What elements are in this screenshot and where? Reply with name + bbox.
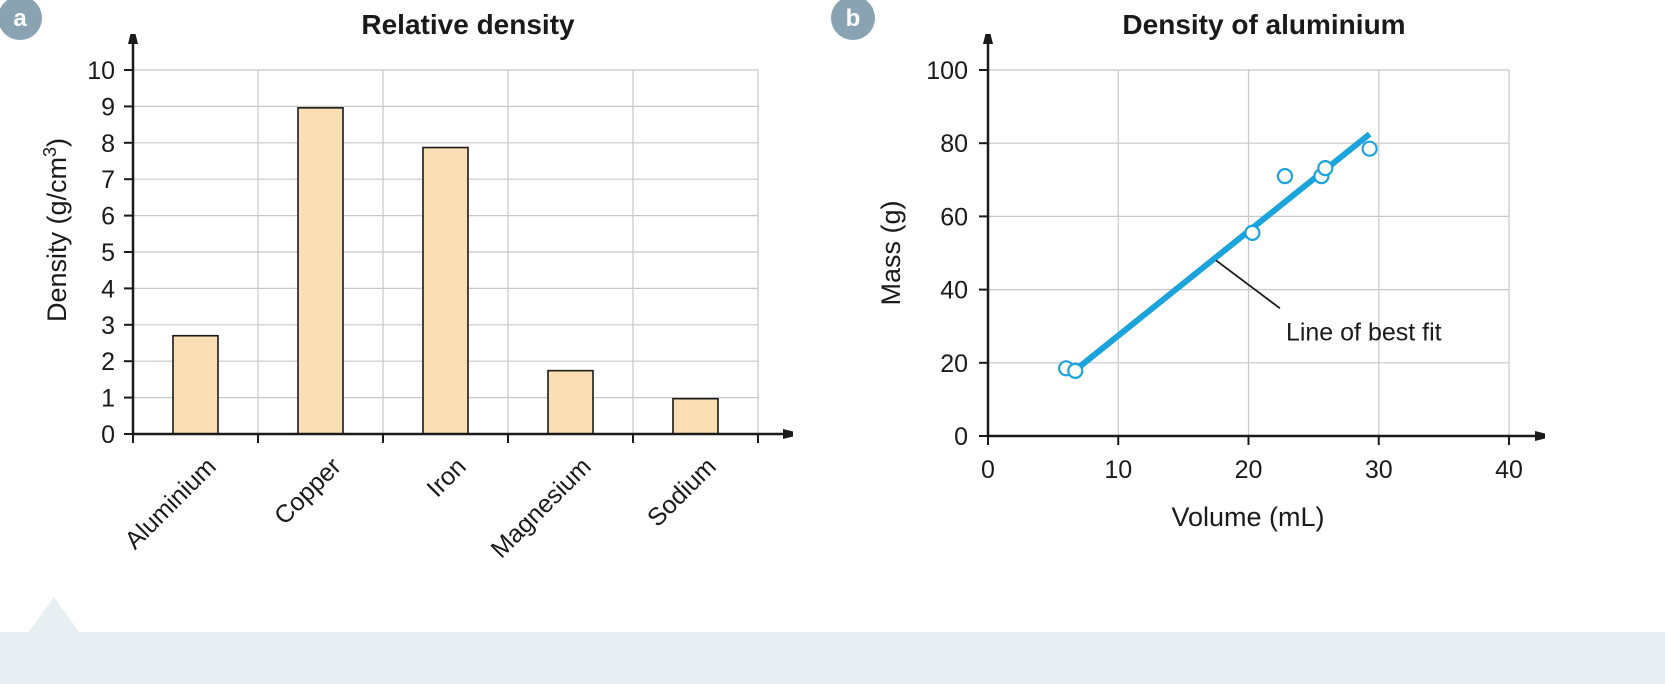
- data-point: [1361, 140, 1378, 157]
- annotation-leader-line: [1215, 259, 1281, 310]
- footer-band: [0, 632, 1665, 684]
- annotation-group: Line of best fit: [1215, 259, 1442, 346]
- data-point: [1067, 362, 1084, 379]
- annotation-label: Line of best fit: [1286, 318, 1442, 346]
- bar-y-tick-label: 5: [101, 239, 115, 267]
- bar-aluminium: [172, 334, 219, 435]
- scatter-y-tick-label: 0: [954, 423, 968, 451]
- footer-tab: [28, 597, 80, 633]
- density-bar-chart: 0 1 2 3 4 5 6 7 8 9 10 Aluminium Copper Iron Magnesiu…: [0, 0, 783, 564]
- data-point: [1276, 168, 1294, 185]
- bar-y-tick-label: 4: [101, 275, 115, 303]
- bar-y-tick-label: 7: [101, 166, 115, 194]
- scatter-y-tick-label: 40: [940, 277, 968, 305]
- bar-category-label: Aluminium: [119, 452, 221, 554]
- bar-category-label: Copper: [269, 452, 347, 530]
- panel-a-badge: [0, 0, 42, 40]
- bar-chart-y-axis-label: Density (g/cm3): [40, 138, 72, 322]
- scatter-x-tick-label: 10: [1104, 456, 1132, 484]
- panel-b-label: b: [846, 5, 861, 32]
- scatter-x-tick-label: 20: [1235, 456, 1263, 484]
- bar-chart-axes: [133, 44, 783, 434]
- scatter-points: [1058, 140, 1378, 379]
- scatter-x-tick-label: 0: [981, 456, 995, 484]
- scatter-x-tick-label: 40: [1495, 456, 1523, 484]
- scatter-chart-x-axis-label: Volume (mL): [1171, 502, 1324, 532]
- bar-sodium: [672, 397, 719, 435]
- bar-chart-bars: [172, 107, 719, 435]
- bar-y-tick-label: 2: [101, 348, 115, 376]
- scatter-y-tick-label: 100: [926, 57, 968, 85]
- bar-y-tick-label: 1: [101, 385, 115, 413]
- bar-category-label: Magnesium: [486, 452, 597, 563]
- panel-b-badge: [831, 0, 875, 40]
- bar-y-tick-label: 9: [101, 93, 115, 121]
- bar-y-tick-label: 0: [101, 421, 115, 449]
- scatter-chart-grid: [987, 69, 1510, 437]
- scatter-y-tick-label: 60: [940, 203, 968, 231]
- scatter-chart-y-ticks: 0 20 40 60 80 100: [926, 57, 988, 451]
- bar-chart-y-ticks: 0 1 2 3 4 5 6 7 8 9 10: [87, 57, 133, 449]
- scatter-y-tick-label: 80: [940, 130, 968, 158]
- scatter-y-tick-label: 20: [940, 350, 968, 378]
- scatter-chart-y-axis-label: Mass (g): [876, 200, 906, 305]
- scatter-chart-axes: [988, 44, 1535, 436]
- panel-a-label: a: [13, 5, 27, 32]
- bar-category-label: Iron: [421, 452, 471, 502]
- bar-category-label: Sodium: [642, 452, 722, 532]
- data-point: [1244, 224, 1261, 241]
- bar-y-tick-label: 3: [101, 312, 115, 340]
- scatter-chart-title: Density of aluminium: [1122, 9, 1405, 40]
- bar-chart-x-ticks: Aluminium Copper Iron Magnesium Sodium: [119, 434, 759, 564]
- bar-copper: [297, 107, 344, 435]
- bar-magnesium: [547, 369, 594, 435]
- bar-y-tick-label: 6: [101, 203, 115, 231]
- bar-chart-title: Relative density: [361, 9, 575, 40]
- bar-iron: [422, 146, 469, 435]
- bar-y-tick-label: 8: [101, 130, 115, 158]
- scatter-chart-x-ticks: 0 10 20 30 40: [981, 436, 1523, 484]
- bar-y-tick-label: 10: [87, 57, 115, 85]
- scatter-x-tick-label: 30: [1365, 456, 1393, 484]
- data-point: [1317, 159, 1334, 177]
